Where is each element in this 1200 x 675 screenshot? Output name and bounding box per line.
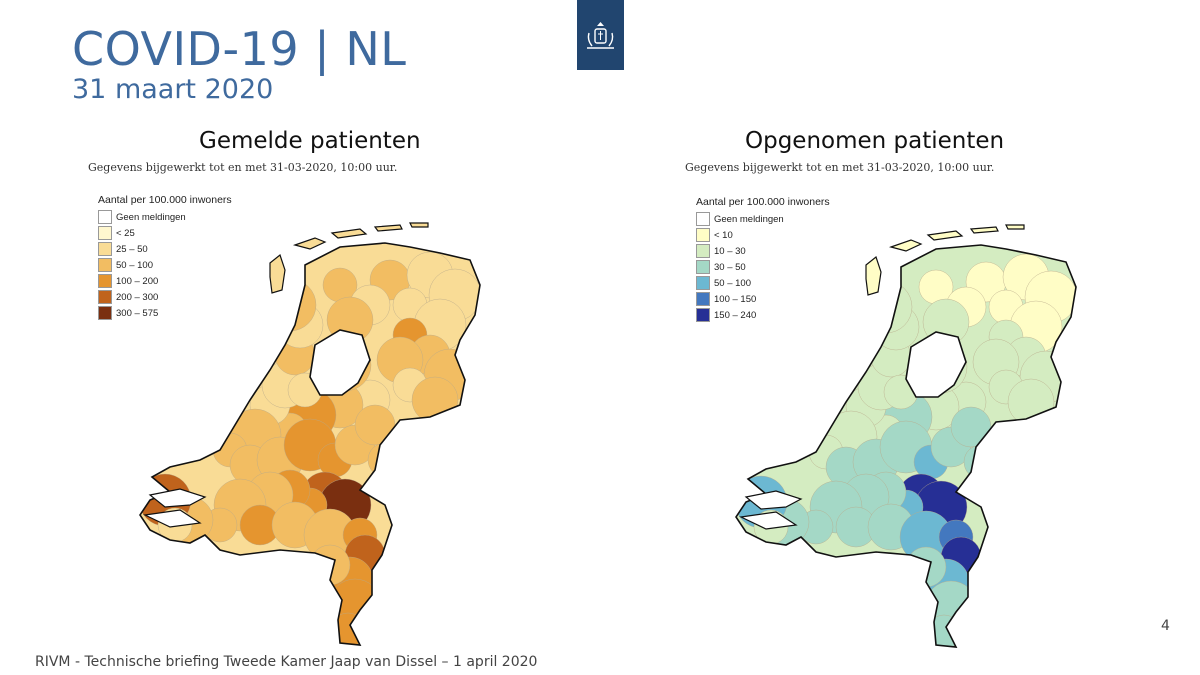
legend-swatch — [98, 258, 112, 272]
municipality-region — [411, 376, 459, 424]
legend-swatch — [696, 292, 710, 306]
legend-label: 100 – 200 — [116, 275, 159, 287]
map-opgenomen-patienten — [735, 224, 1077, 648]
legend-swatch — [98, 274, 112, 288]
legend-item: 10 – 30 — [696, 243, 830, 259]
wadden-island — [269, 253, 286, 294]
legend-label: 200 – 300 — [116, 291, 159, 303]
municipality-region — [950, 406, 992, 448]
map-gemelde-patienten — [139, 222, 481, 646]
municipality-region — [354, 404, 396, 446]
municipality-region — [328, 578, 382, 632]
legend-item: 25 – 50 — [98, 241, 232, 257]
municipality-region — [926, 614, 962, 647]
legend-swatch — [98, 226, 112, 240]
legend-title: Aantal per 100.000 inwoners — [98, 194, 232, 206]
legend-swatch — [696, 212, 710, 226]
legend-label: 30 – 50 — [714, 261, 746, 273]
legend-label: < 10 — [714, 229, 733, 241]
page-number: 4 — [1161, 618, 1170, 634]
coat-of-arms-icon — [587, 22, 614, 49]
legend-label: 50 – 100 — [714, 277, 751, 289]
legend-label: 100 – 150 — [714, 293, 757, 305]
legend-item: Geen meldingen — [696, 211, 830, 227]
legend-item: Geen meldingen — [98, 209, 232, 225]
legend-swatch — [696, 308, 710, 322]
country-border — [735, 244, 1077, 648]
legend-swatch — [696, 244, 710, 258]
update-note-right: Gegevens bijgewerkt tot en met 31-03-202… — [685, 161, 995, 174]
wadden-island — [330, 228, 368, 239]
legend-item: 200 – 300 — [98, 289, 232, 305]
wadden-island — [969, 226, 999, 234]
wadden-island — [1005, 224, 1025, 230]
legend-item: 100 – 200 — [98, 273, 232, 289]
panel-title-gemelde: Gemelde patienten — [199, 128, 421, 154]
slide-title: COVID-19 | NL — [72, 22, 407, 76]
legend-item: 30 – 50 — [696, 259, 830, 275]
wadden-island — [292, 237, 327, 250]
legend-swatch — [98, 306, 112, 320]
legend-swatch — [696, 228, 710, 242]
zeeland-water — [738, 511, 798, 530]
footer-text: RIVM - Technische briefing Tweede Kamer … — [35, 654, 538, 670]
legend-label: Geen meldingen — [714, 213, 784, 225]
legend-label: 10 – 30 — [714, 245, 746, 257]
municipality-region — [330, 612, 366, 645]
zeeland-water — [744, 490, 803, 510]
wadden-island — [865, 255, 882, 296]
legend-item: 100 – 150 — [696, 291, 830, 307]
legend-swatch — [98, 290, 112, 304]
ijsselmeer-water — [309, 329, 371, 396]
wadden-island — [373, 224, 403, 232]
legend-item: 50 – 100 — [696, 275, 830, 291]
legend-label: 150 – 240 — [714, 309, 757, 321]
legend-item: 300 – 575 — [98, 305, 232, 321]
legend-label: 300 – 575 — [116, 307, 159, 319]
legend-item: 50 – 100 — [98, 257, 232, 273]
legend-label: Geen meldingen — [116, 211, 186, 223]
legend-swatch — [98, 210, 112, 224]
wadden-island — [409, 222, 429, 228]
wadden-island — [888, 239, 923, 252]
legend-swatch — [696, 260, 710, 274]
slide-subtitle: 31 maart 2020 — [72, 74, 274, 105]
legend-label: 50 – 100 — [116, 259, 153, 271]
country-border — [139, 242, 481, 646]
legend-swatch — [696, 276, 710, 290]
legend-swatch — [98, 242, 112, 256]
legend-item: < 25 — [98, 225, 232, 241]
zeeland-water — [148, 488, 207, 508]
legend-label: 25 – 50 — [116, 243, 148, 255]
legend-item: < 10 — [696, 227, 830, 243]
municipality-region — [924, 580, 978, 634]
municipality-region — [1007, 378, 1055, 426]
legend-title: Aantal per 100.000 inwoners — [696, 196, 830, 208]
rijksoverheid-logo — [577, 0, 624, 70]
wadden-island — [926, 230, 964, 241]
ijsselmeer-water — [905, 331, 967, 398]
legend-opgenomen: Aantal per 100.000 inwoners Geen melding… — [696, 196, 830, 323]
legend-gemelde: Aantal per 100.000 inwoners Geen melding… — [98, 194, 232, 321]
zeeland-water — [142, 509, 202, 528]
legend-item: 150 – 240 — [696, 307, 830, 323]
legend-label: < 25 — [116, 227, 135, 239]
update-note-left: Gegevens bijgewerkt tot en met 31-03-202… — [88, 161, 398, 174]
panel-title-opgenomen: Opgenomen patienten — [745, 128, 1005, 154]
